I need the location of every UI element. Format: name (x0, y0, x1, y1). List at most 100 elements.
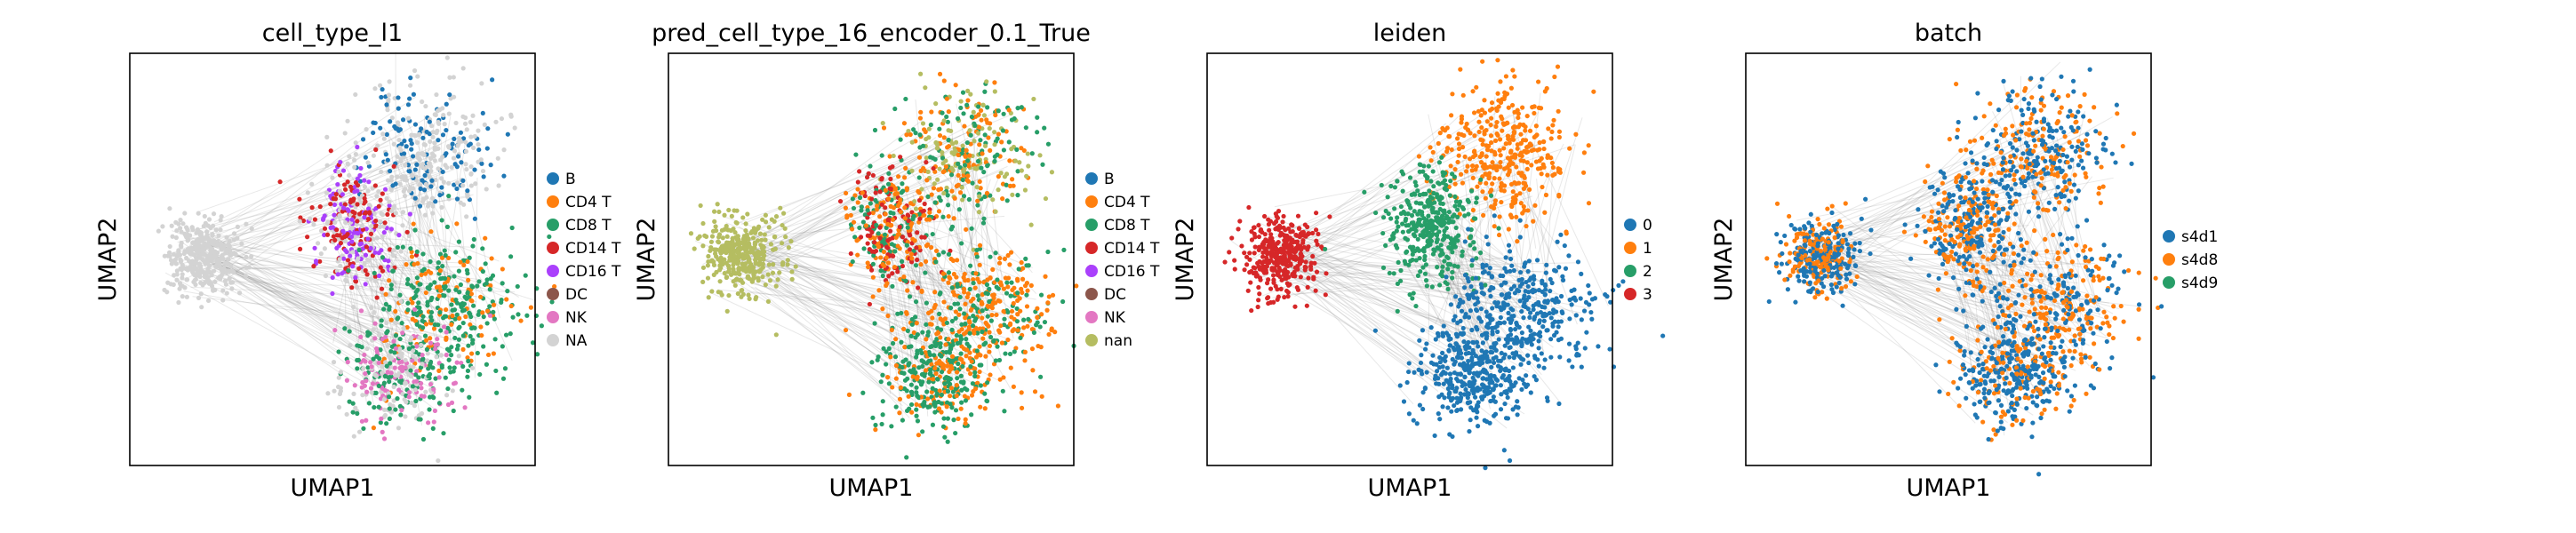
scatter-point (1305, 284, 1310, 290)
scatter-point (404, 281, 411, 287)
scatter-point (988, 372, 993, 378)
scatter-point (980, 308, 985, 314)
scatter-point (1237, 219, 1243, 224)
scatter-point (398, 412, 404, 418)
scatter-point (340, 192, 345, 197)
scatter-point (1268, 232, 1274, 237)
scatter-point (1247, 257, 1252, 262)
scatter-point (867, 227, 872, 232)
legend-label: NK (1104, 309, 1126, 327)
scatter-point (484, 308, 491, 314)
scatter-point (724, 260, 729, 266)
scatter-point (487, 287, 492, 292)
connection-line (960, 201, 1003, 361)
scatter-point (1009, 308, 1015, 314)
scatter-point (444, 224, 451, 229)
scatter-point (173, 235, 179, 241)
scatter-point (1501, 188, 1507, 194)
scatter-point (468, 291, 475, 297)
scatter-point (1533, 133, 1539, 139)
scatter-point (1517, 153, 1523, 158)
scatter-point (414, 275, 420, 281)
legend-label: DC (1104, 286, 1126, 304)
scatter-point (412, 261, 417, 267)
scatter-point (785, 262, 790, 267)
scatter-point (170, 234, 175, 239)
connection-line (741, 266, 924, 386)
scatter-point (844, 190, 849, 196)
scatter-point (907, 294, 913, 299)
scatter-point (1262, 232, 1268, 237)
scatter-point (870, 274, 876, 280)
scatter-point (859, 208, 864, 213)
scatter-point (1010, 177, 1015, 182)
scatter-point (417, 282, 422, 287)
connection-line (355, 242, 476, 248)
scatter-point (905, 328, 910, 333)
scatter-point (523, 273, 528, 278)
scatter-point (1448, 163, 1453, 169)
scatter-point (898, 276, 903, 282)
scatter-point (1505, 120, 1510, 126)
scatter-point (977, 362, 982, 368)
scatter-point (182, 211, 188, 216)
scatter-point (459, 304, 464, 310)
scatter-point (495, 155, 500, 161)
scatter-point (1450, 91, 1455, 97)
scatter-point (961, 111, 966, 116)
legend-marker (547, 172, 559, 185)
scatter-point (1285, 294, 1291, 299)
scatter-point (485, 126, 491, 131)
scatter-point (859, 204, 864, 210)
scatter-point (393, 333, 399, 338)
scatter-point (455, 154, 461, 159)
scatter-point (338, 159, 343, 165)
scatter-point (396, 233, 402, 238)
scatter-point (305, 235, 310, 240)
scatter-point (916, 155, 923, 160)
scatter-point (964, 158, 971, 163)
scatter-point (405, 115, 412, 121)
scatter-point (971, 296, 976, 301)
scatter-point (1459, 120, 1464, 125)
scatter-point (1260, 250, 1266, 255)
scatter-point (384, 102, 389, 107)
scatter-point (969, 393, 975, 398)
scatter-point (974, 254, 980, 259)
scatter-point (487, 304, 492, 309)
scatter-point (225, 268, 231, 274)
scatter-point (964, 147, 969, 153)
connection-line (217, 171, 444, 252)
scatter-point (372, 321, 378, 326)
scatter-point (366, 163, 372, 169)
scatter-point (449, 400, 455, 405)
scatter-point (380, 337, 385, 342)
scatter-point (1284, 271, 1289, 276)
scatter-point (928, 122, 933, 128)
scatter-point (369, 364, 374, 370)
scatter-point (1298, 233, 1303, 238)
scatter-point (1474, 84, 1479, 90)
scatter-point (947, 369, 952, 375)
scatter-point (449, 345, 454, 350)
scatter-point (962, 311, 967, 316)
scatter-point (436, 401, 443, 406)
scatter-point (437, 309, 443, 315)
scatter-point (1029, 326, 1035, 332)
scatter-point (890, 385, 895, 390)
scatter-point (945, 388, 951, 394)
scatter-point (357, 211, 363, 217)
scatter-point (1506, 136, 1511, 142)
scatter-point (934, 376, 940, 382)
scatter-point (888, 354, 893, 360)
scatter-point (1270, 273, 1276, 278)
scatter-point (743, 261, 748, 266)
scatter-point (1256, 222, 1261, 228)
scatter-point (1286, 274, 1292, 280)
scatter-point (300, 218, 307, 224)
legend-marker (1085, 265, 1098, 277)
scatter-point (965, 173, 971, 179)
scatter-point (961, 286, 967, 292)
scatter-point (956, 312, 962, 317)
